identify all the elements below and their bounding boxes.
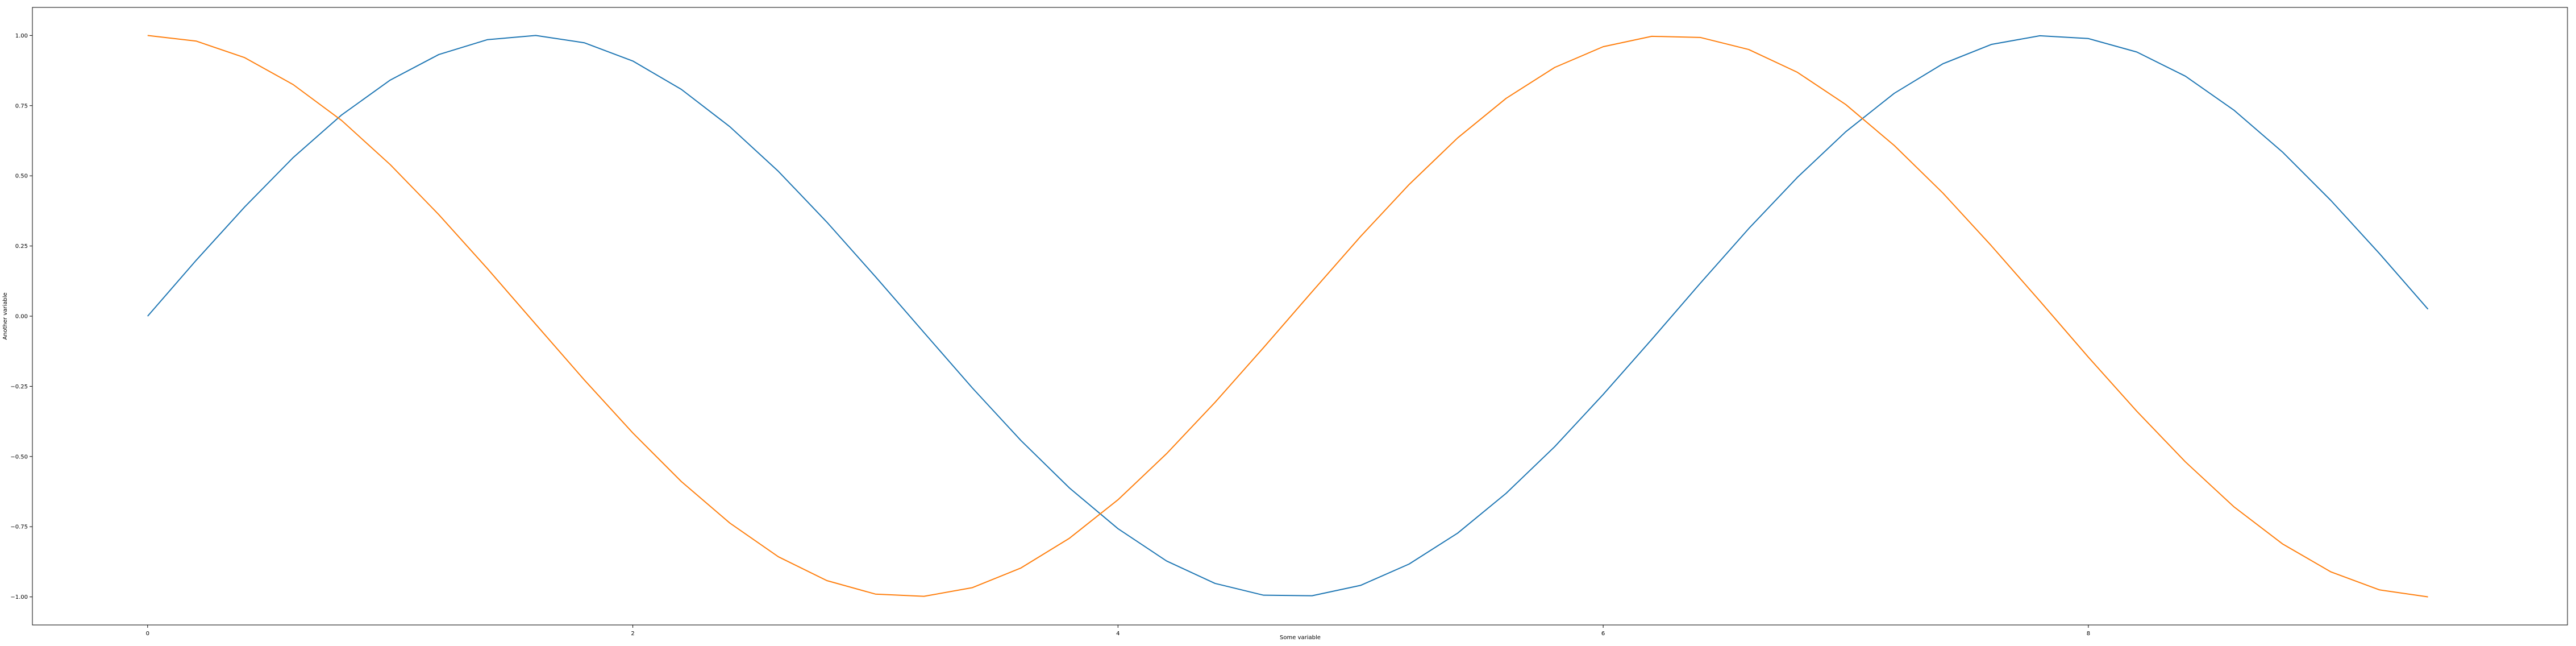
y-tick-label: 1.00 bbox=[15, 33, 28, 39]
x-tick-label: 4 bbox=[1116, 631, 1120, 637]
x-tick-label: 6 bbox=[1601, 631, 1605, 637]
y-tick-label: 0.25 bbox=[15, 243, 28, 250]
y-tick-label: −1.00 bbox=[10, 594, 28, 601]
series-line-2 bbox=[147, 35, 2428, 598]
x-tick-label: 8 bbox=[2087, 631, 2090, 637]
y-tick-label: 0.75 bbox=[15, 103, 28, 109]
x-tick-label: 0 bbox=[146, 631, 149, 637]
y-tick-label: −0.50 bbox=[10, 454, 28, 460]
x-axis-label: Some variable bbox=[1280, 635, 1321, 641]
x-tick-label: 2 bbox=[631, 631, 634, 637]
series-layer bbox=[147, 35, 2429, 598]
y-tick-label: −0.75 bbox=[10, 524, 28, 531]
series-line-1 bbox=[147, 35, 2429, 597]
y-axis-label: Another variable bbox=[2, 292, 9, 339]
y-tick-label: 0.00 bbox=[15, 314, 28, 320]
x-axis: 0 2 4 6 8 bbox=[146, 625, 2090, 637]
y-tick-label: 0.50 bbox=[15, 173, 28, 180]
y-axis: −1.00 −0.75 −0.50 −0.25 0.00 0.25 0.50 0.75 1.00 bbox=[10, 33, 32, 601]
y-tick-label: −0.25 bbox=[10, 384, 28, 390]
